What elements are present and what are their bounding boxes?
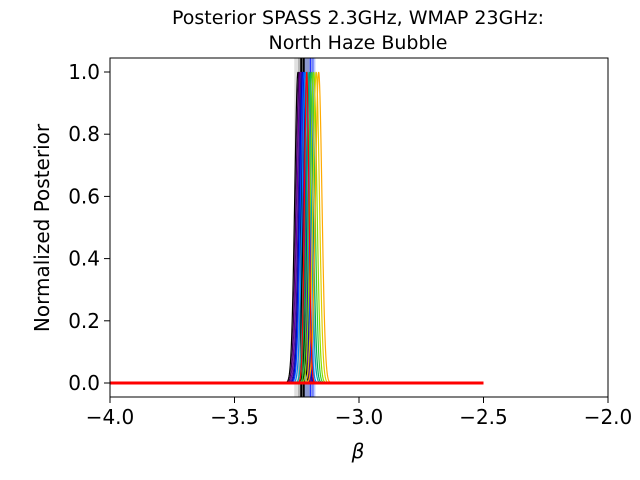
- y-tick-label: 1.0: [68, 60, 100, 84]
- y-axis-label: Normalized Posterior: [30, 123, 54, 332]
- y-tick-label: 0.8: [68, 122, 100, 146]
- x-tick-label: −3.5: [210, 405, 259, 429]
- plot-frame: [109, 57, 609, 398]
- x-tick-label: −2.5: [459, 405, 508, 429]
- chart-title-line-2: North Haze Bubble: [269, 32, 448, 54]
- x-tick-label: −2.0: [584, 405, 633, 429]
- y-tick-label: 0.6: [68, 184, 100, 208]
- x-tick-label: −4.0: [86, 405, 135, 429]
- x-tick-label: −3.0: [335, 405, 384, 429]
- x-axis: −4.0 −3.5 −3.0 −2.5 −2.0: [86, 397, 633, 429]
- y-tick-label: 0.2: [68, 309, 100, 333]
- y-tick-label: 0.4: [68, 247, 100, 271]
- y-tick-label: 0.0: [68, 371, 100, 395]
- chart-title-line-1: Posterior SPASS 2.3GHz, WMAP 23GHz:: [172, 7, 544, 29]
- y-axis: 0.0 0.2 0.4 0.6 0.8 1.0: [68, 60, 110, 395]
- plot-area: [110, 58, 484, 397]
- x-axis-label: β: [351, 439, 365, 463]
